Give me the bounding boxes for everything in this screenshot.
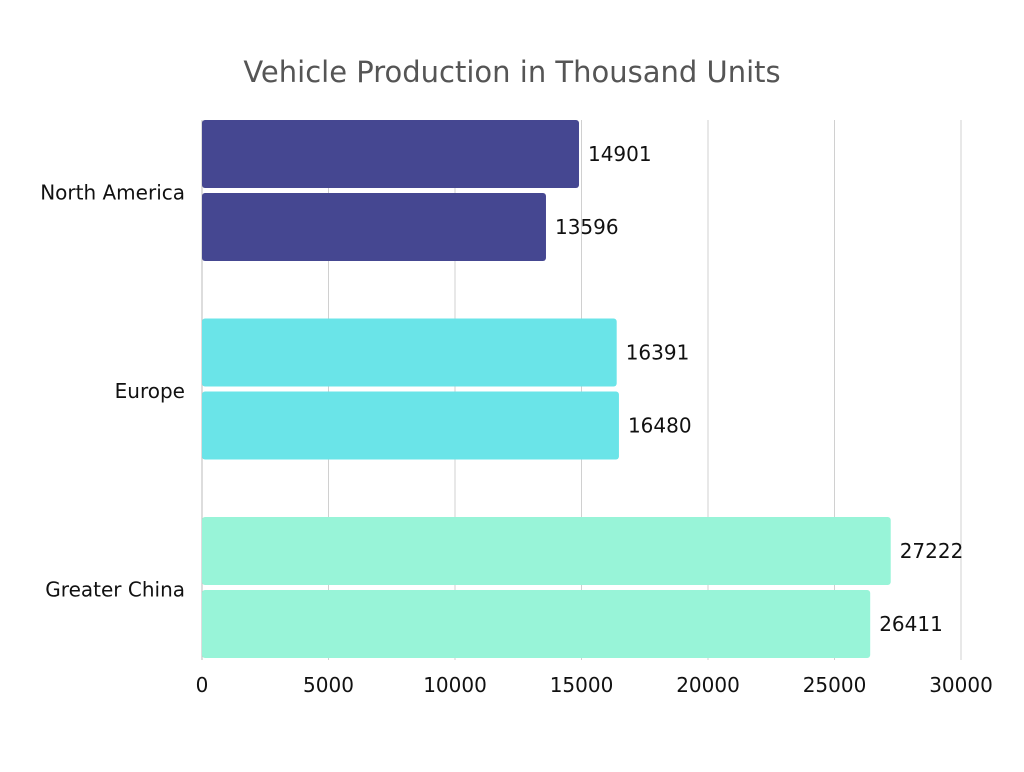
x-tick-label: 30000 — [929, 673, 993, 697]
x-tick-label: 10000 — [423, 673, 487, 697]
category-label: North America — [40, 181, 185, 205]
data-label: 27222 — [900, 539, 964, 563]
chart-title: Vehicle Production in Thousand Units — [243, 55, 780, 89]
bar — [202, 318, 617, 387]
x-tick-label: 25000 — [803, 673, 867, 697]
data-label: 16480 — [628, 414, 692, 438]
bar — [202, 590, 871, 658]
bar — [202, 517, 891, 585]
x-tick-label: 15000 — [550, 673, 614, 697]
x-tick-label: 20000 — [676, 673, 740, 697]
data-label: 16391 — [626, 341, 690, 365]
category-label: Greater China — [45, 578, 185, 602]
bars — [202, 120, 891, 658]
bar — [202, 193, 546, 261]
bar — [202, 391, 619, 460]
data-label: 26411 — [879, 612, 943, 636]
x-tick-label: 0 — [196, 673, 209, 697]
category-label: Europe — [115, 379, 185, 403]
labels: 0 5000 10000 15000 20000 25000 30000 14901 13596… — [40, 142, 993, 697]
data-label: 13596 — [555, 215, 619, 239]
bar — [202, 120, 579, 188]
data-label: 14901 — [588, 142, 652, 166]
x-tick-label: 5000 — [303, 673, 354, 697]
